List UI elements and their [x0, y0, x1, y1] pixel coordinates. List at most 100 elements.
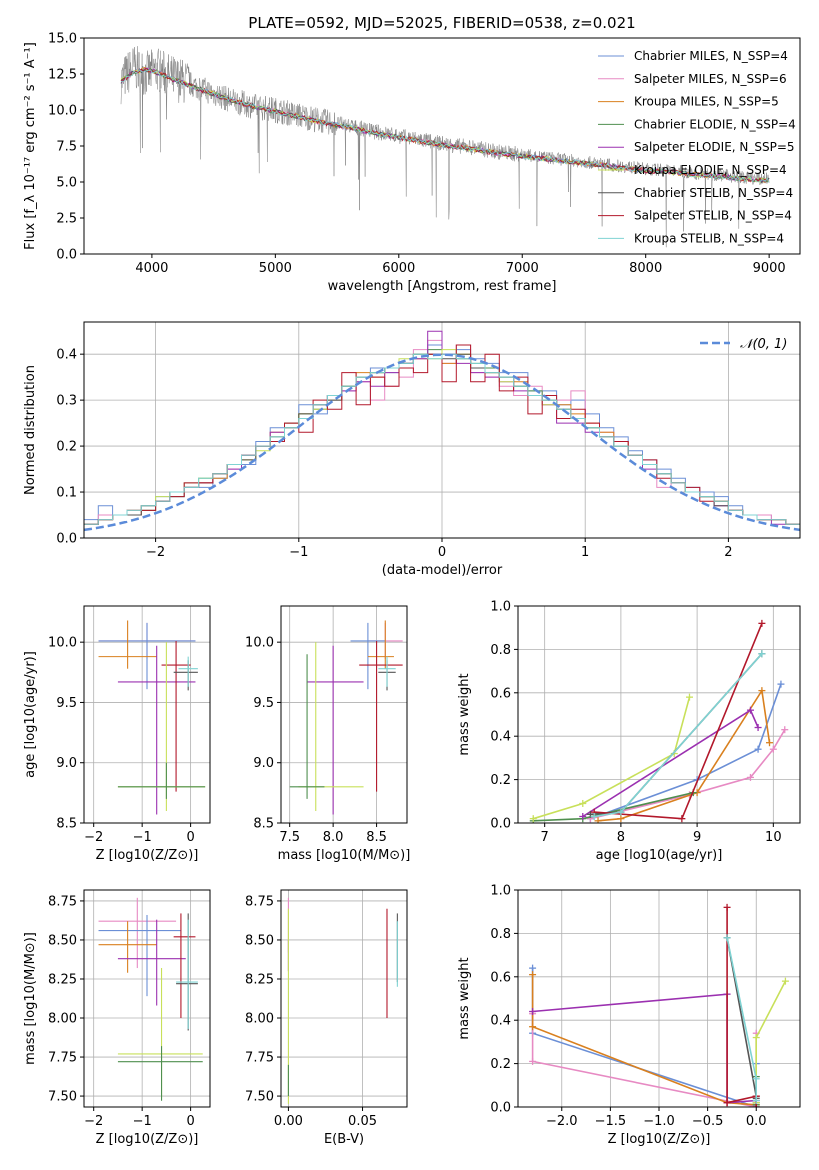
error-bar [117, 919, 186, 1006]
error-bar [173, 913, 196, 1019]
tick-label-x: 8.5 [366, 830, 387, 845]
legend-label: Chabrier ELODIE, N_SSP=4 [634, 117, 796, 131]
tick-label-y: 0.3 [56, 394, 77, 409]
error-bar [289, 654, 325, 799]
error-bar [117, 762, 206, 799]
error-bar [98, 897, 177, 969]
tick-label-y: 8.00 [245, 1012, 274, 1027]
tick-label-x: −1 [289, 545, 308, 560]
tick-label-y: 8.50 [48, 933, 77, 948]
series-line [531, 968, 758, 1107]
age-massweight-plot-area [529, 619, 789, 823]
z-mass-axes: −2 −1 0 7.50 7.75 8.00 8.25 8.50 8.75 [48, 890, 210, 1129]
tick-label-y: 0.1 [56, 486, 77, 501]
tick-label-y: 0.0 [490, 1101, 511, 1116]
legend-label: Salpeter MILES, N_SSP=6 [634, 72, 787, 86]
error-bar [178, 656, 198, 687]
chart-title: PLATE=0592, MJD=52025, FIBERID=0538, z=0… [248, 14, 635, 32]
residuals-plot-area [84, 330, 800, 532]
z-massweight-frame [517, 889, 801, 1108]
tick-label-y: 9.0 [253, 756, 274, 771]
legend-label: 𝒩(0, 1) [740, 337, 787, 352]
tick-label-y: 0.6 [490, 686, 511, 701]
tick-label-x: 0.00 [274, 1114, 303, 1129]
axis-label-x: E(B-V) [324, 1132, 364, 1147]
tick-label-x: 7 [541, 830, 549, 845]
error-bar [98, 921, 157, 973]
legend-label: Salpeter STELIB, N_SSP=4 [634, 209, 792, 223]
tick-label-x: 10 [765, 830, 782, 845]
error-bar [378, 656, 396, 687]
tick-label-y: 8.00 [48, 1012, 77, 1027]
ebv-mass-frame [280, 889, 408, 1108]
error-bar [98, 622, 196, 690]
legend-label: Kroupa MILES, N_SSP=5 [634, 95, 779, 109]
tick-label-x: 8 [617, 830, 625, 845]
error-bar [117, 642, 206, 811]
ebv-mass-axes: 0.00 0.05 7.50 7.75 8.00 8.25 8.50 8.75 [245, 890, 407, 1129]
series-line [594, 623, 763, 820]
legend-label: Kroupa ELODIE, N_SSP=4 [634, 163, 787, 177]
tick-label-x: −2 [84, 830, 103, 845]
tick-label-x: 0 [438, 545, 446, 560]
tick-label-y: 0.0 [490, 817, 511, 832]
tick-label-x: −0.5 [692, 1114, 724, 1129]
age-massweight-frame [517, 605, 801, 824]
series-line [531, 1013, 758, 1107]
tick-label-x: 7.5 [279, 830, 300, 845]
series-line [582, 709, 759, 818]
error-bar [359, 640, 403, 792]
legend: 𝒩(0, 1) [700, 337, 787, 352]
tick-label-x: 9 [693, 830, 701, 845]
age-massweight-axes: 7 8 9 10 0.0 0.2 0.4 0.6 0.8 1.0 [490, 600, 800, 845]
series-line [531, 974, 757, 1106]
axis-label-y: age [log10(age/yr)] [23, 651, 38, 778]
tick-label-y: 9.5 [56, 696, 77, 711]
tick-label-x: −1.5 [595, 1114, 627, 1129]
tick-label-y: 0.6 [490, 970, 511, 985]
tick-label-y: 12.5 [48, 68, 77, 83]
tick-label-y: 7.75 [245, 1051, 274, 1066]
tick-label-x: 0 [186, 1114, 194, 1129]
tick-label-y: 9.5 [253, 696, 274, 711]
series-line [590, 683, 782, 820]
tick-label-x: 9000 [753, 261, 786, 276]
tick-label-y: 0.8 [490, 927, 511, 942]
tick-label-y: 8.75 [48, 894, 77, 909]
z-massweight-plot-area [529, 903, 789, 1107]
error-bar [298, 642, 364, 811]
series-line [532, 696, 691, 820]
tick-label-x: −1 [133, 830, 152, 845]
z-mass-plot-area [98, 897, 203, 1101]
tick-label-y: 1.0 [490, 884, 511, 899]
axis-label-y: mass weight [457, 957, 472, 1039]
legend: Chabrier MILES, N_SSP=4 Salpeter MILES, N… [598, 49, 796, 245]
normal-distribution-curve [84, 353, 800, 532]
error-bar [350, 622, 386, 690]
tick-label-y: 8.25 [48, 972, 77, 987]
tick-label-x: 2 [724, 545, 732, 560]
residuals-frame [83, 321, 801, 539]
z-age-plot-area [98, 620, 206, 815]
tick-label-x: 8000 [629, 261, 662, 276]
error-bar [117, 645, 196, 815]
tick-label-y: 10.0 [48, 636, 77, 651]
series-line [590, 653, 763, 816]
tick-label-y: 0.4 [490, 730, 511, 745]
tick-label-x: −2 [84, 1114, 103, 1129]
tick-label-x: 4000 [135, 261, 168, 276]
axis-label-x: wavelength [Angstrom, rest frame] [328, 279, 557, 294]
axis-label-x: age [log10(age/yr)] [596, 848, 723, 863]
error-bar [98, 620, 157, 669]
tick-label-y: 0.2 [490, 1057, 511, 1072]
tick-label-y: 0.0 [56, 248, 77, 263]
axis-label-y: mass [log10(M/M⊙)] [23, 932, 38, 1065]
tick-label-y: 0.2 [56, 440, 77, 455]
series-line [594, 653, 763, 818]
z-age-frame [83, 605, 211, 824]
tick-label-y: 8.5 [56, 817, 77, 832]
tick-label-y: 5.0 [56, 176, 77, 191]
axis-label-x: (data-model)/error [382, 563, 503, 578]
mass-age-frame [280, 605, 408, 824]
